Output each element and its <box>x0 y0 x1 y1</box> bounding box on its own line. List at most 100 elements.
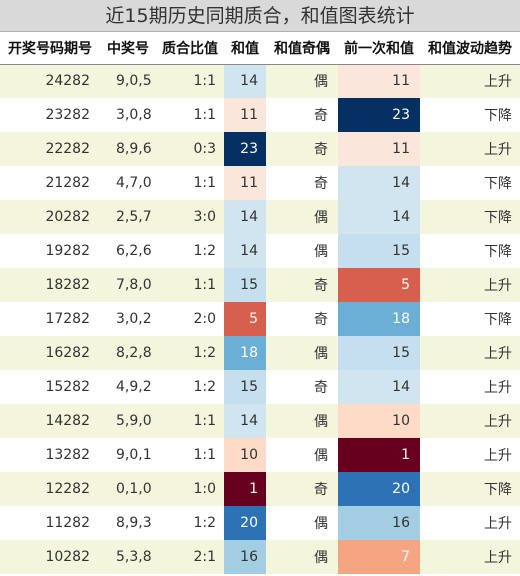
cell-ratio: 1:1 <box>156 404 224 438</box>
cell-sum: 11 <box>224 166 266 200</box>
cell-sum: 5 <box>224 302 266 336</box>
cell-period: 12282 <box>0 472 100 506</box>
cell-prev-sum: 20 <box>338 472 420 506</box>
cell-period: 16282 <box>0 336 100 370</box>
cell-sum: 15 <box>224 370 266 404</box>
cell-trend: 上升 <box>420 370 520 404</box>
cell-period: 10282 <box>0 540 100 574</box>
cell-ratio: 1:1 <box>156 438 224 472</box>
cell-draw: 8,9,6 <box>100 132 156 166</box>
cell-prev-sum: 10 <box>338 404 420 438</box>
table-row: 10282 5,3,8 2:1 16 偶 7 上升 <box>0 540 520 574</box>
cell-trend: 上升 <box>420 132 520 166</box>
table-row: 15282 4,9,2 1:2 15 奇 14 上升 <box>0 370 520 404</box>
table-row: 18282 7,8,0 1:1 15 奇 5 上升 <box>0 268 520 302</box>
cell-ratio: 2:0 <box>156 302 224 336</box>
cell-trend: 下降 <box>420 302 520 336</box>
cell-sum: 11 <box>224 98 266 132</box>
cell-parity: 偶 <box>266 404 338 438</box>
cell-sum: 14 <box>224 404 266 438</box>
cell-parity: 奇 <box>266 132 338 166</box>
cell-period: 19282 <box>0 234 100 268</box>
cell-draw: 4,9,2 <box>100 370 156 404</box>
cell-prev-sum: 16 <box>338 506 420 540</box>
cell-prev-sum: 14 <box>338 370 420 404</box>
cell-prev-sum: 11 <box>338 132 420 166</box>
cell-ratio: 3:0 <box>156 200 224 234</box>
cell-period: 18282 <box>0 268 100 302</box>
cell-parity: 偶 <box>266 200 338 234</box>
cell-ratio: 1:1 <box>156 64 224 98</box>
cell-period: 11282 <box>0 506 100 540</box>
cell-prev-sum: 14 <box>338 166 420 200</box>
table-row: 11282 8,9,3 1:2 20 偶 16 上升 <box>0 506 520 540</box>
header-row: 开奖号码期号 中奖号 质合比值 和值 和值奇偶 前一次和值 和值波动趋势 <box>0 32 520 65</box>
cell-period: 24282 <box>0 64 100 98</box>
cell-sum: 1 <box>224 472 266 506</box>
table-row: 17282 3,0,2 2:0 5 奇 18 下降 <box>0 302 520 336</box>
cell-trend: 上升 <box>420 268 520 302</box>
cell-period: 15282 <box>0 370 100 404</box>
col-header-sum: 和值 <box>224 32 266 65</box>
cell-trend: 下降 <box>420 234 520 268</box>
cell-parity: 奇 <box>266 98 338 132</box>
cell-trend: 下降 <box>420 200 520 234</box>
table-row: 23282 3,0,8 1:1 11 奇 23 下降 <box>0 98 520 132</box>
cell-parity: 奇 <box>266 166 338 200</box>
table-row: 19282 6,2,6 1:2 14 偶 15 下降 <box>0 234 520 268</box>
cell-ratio: 1:2 <box>156 234 224 268</box>
cell-draw: 7,8,0 <box>100 268 156 302</box>
cell-ratio: 1:2 <box>156 336 224 370</box>
cell-sum: 23 <box>224 132 266 166</box>
cell-period: 23282 <box>0 98 100 132</box>
cell-draw: 3,0,2 <box>100 302 156 336</box>
cell-sum: 18 <box>224 336 266 370</box>
cell-prev-sum: 1 <box>338 438 420 472</box>
col-header-ratio: 质合比值 <box>156 32 224 65</box>
col-header-draw: 中奖号 <box>100 32 156 65</box>
cell-prev-sum: 15 <box>338 336 420 370</box>
cell-sum: 15 <box>224 268 266 302</box>
cell-sum: 16 <box>224 540 266 574</box>
cell-sum: 14 <box>224 234 266 268</box>
table-row: 14282 5,9,0 1:1 14 偶 10 上升 <box>0 404 520 438</box>
cell-draw: 6,2,6 <box>100 234 156 268</box>
cell-ratio: 1:1 <box>156 268 224 302</box>
cell-ratio: 1:2 <box>156 506 224 540</box>
table-row: 22282 8,9,6 0:3 23 奇 11 上升 <box>0 132 520 166</box>
cell-prev-sum: 18 <box>338 302 420 336</box>
table-row: 24282 9,0,5 1:1 14 偶 11 上升 <box>0 64 520 98</box>
cell-parity: 偶 <box>266 336 338 370</box>
cell-ratio: 1:0 <box>156 472 224 506</box>
table-title: 近15期历史同期质合，和值图表统计 <box>0 0 520 32</box>
cell-trend: 上升 <box>420 64 520 98</box>
cell-period: 17282 <box>0 302 100 336</box>
table-row: 12282 0,1,0 1:0 1 奇 20 下降 <box>0 472 520 506</box>
cell-period: 21282 <box>0 166 100 200</box>
cell-draw: 2,5,7 <box>100 200 156 234</box>
cell-period: 22282 <box>0 132 100 166</box>
cell-draw: 3,0,8 <box>100 98 156 132</box>
cell-draw: 5,9,0 <box>100 404 156 438</box>
cell-trend: 下降 <box>420 98 520 132</box>
cell-parity: 偶 <box>266 234 338 268</box>
cell-parity: 奇 <box>266 472 338 506</box>
cell-prev-sum: 7 <box>338 540 420 574</box>
cell-trend: 上升 <box>420 506 520 540</box>
cell-prev-sum: 14 <box>338 200 420 234</box>
cell-ratio: 0:3 <box>156 132 224 166</box>
cell-parity: 偶 <box>266 506 338 540</box>
cell-trend: 上升 <box>420 336 520 370</box>
cell-period: 20282 <box>0 200 100 234</box>
cell-parity: 偶 <box>266 64 338 98</box>
cell-trend: 上升 <box>420 540 520 574</box>
cell-sum: 14 <box>224 64 266 98</box>
history-table: 开奖号码期号 中奖号 质合比值 和值 和值奇偶 前一次和值 和值波动趋势 242… <box>0 32 520 574</box>
cell-trend: 上升 <box>420 438 520 472</box>
cell-trend: 下降 <box>420 166 520 200</box>
cell-prev-sum: 5 <box>338 268 420 302</box>
cell-draw: 5,3,8 <box>100 540 156 574</box>
col-header-prev-sum: 前一次和值 <box>338 32 420 65</box>
cell-trend: 下降 <box>420 472 520 506</box>
col-header-trend: 和值波动趋势 <box>420 32 520 65</box>
